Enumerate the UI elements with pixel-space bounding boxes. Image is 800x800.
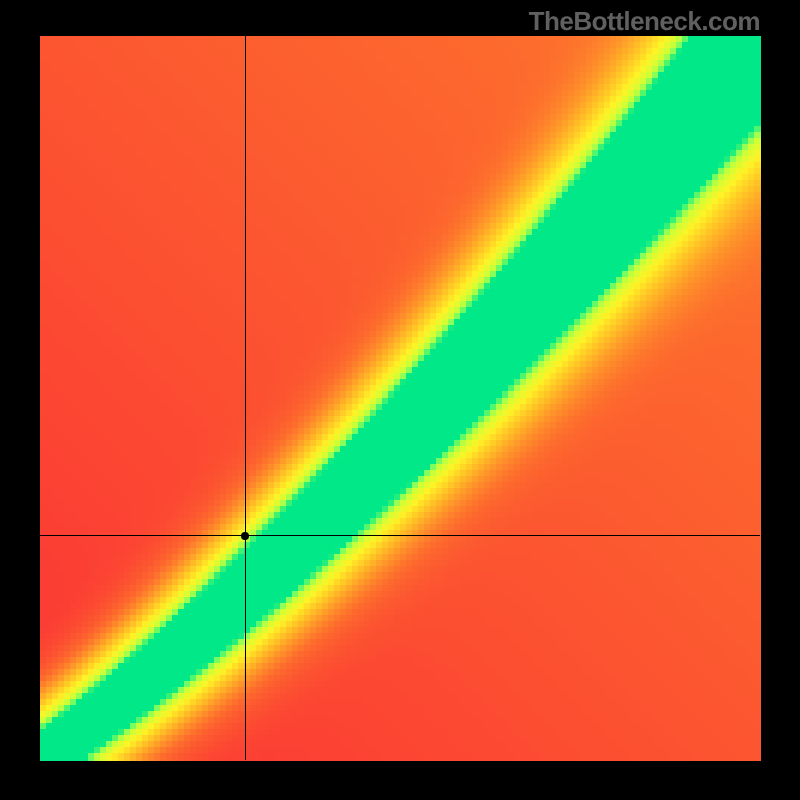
crosshair-dot [240,531,250,541]
heatmap-canvas [0,0,800,800]
crosshair-vertical [245,36,246,760]
crosshair-horizontal [40,535,760,536]
chart-container: { "watermark": { "text": "TheBottleneck.… [0,0,800,800]
watermark-text: TheBottleneck.com [529,6,760,37]
